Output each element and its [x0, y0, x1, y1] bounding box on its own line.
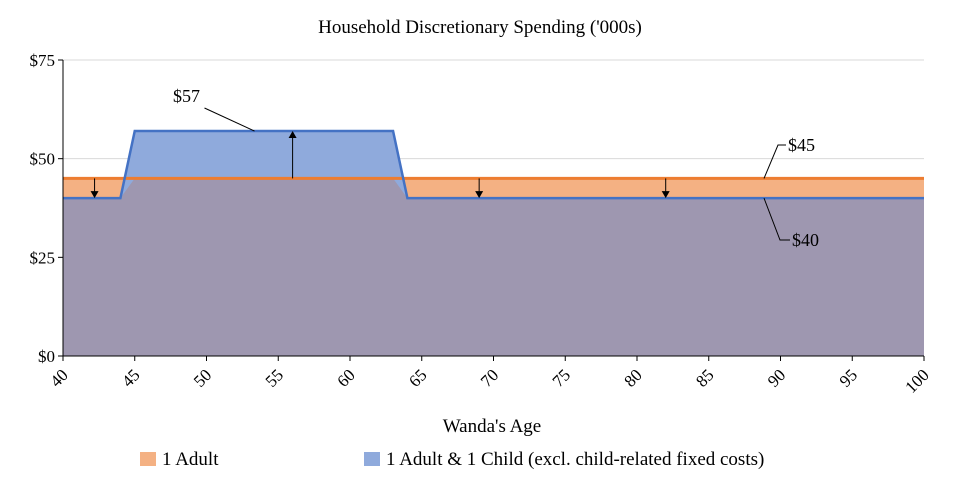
annotation-45: $45: [788, 135, 815, 155]
x-tick-label: 60: [333, 365, 358, 390]
x-tick-labels: 40 45 50 55 60 65 70 75 80 85 90 95 100: [46, 356, 933, 397]
legend: 1 Adult 1 Adult & 1 Child (excl. child-r…: [140, 449, 764, 470]
x-tick-label: 90: [764, 365, 789, 390]
y-tick-labels: $0 $25 $50 $75: [30, 51, 63, 366]
y-tick-label: $50: [30, 150, 56, 169]
x-tick-label: 75: [549, 365, 574, 390]
leader-57: [204, 107, 255, 132]
legend-swatch-1-adult: [140, 452, 156, 466]
line-adult-child: [63, 129, 924, 200]
y-tick-label: $75: [30, 51, 56, 70]
x-tick-label: 95: [836, 365, 861, 390]
x-tick-label: 40: [46, 365, 71, 390]
annotations: $57 $45 $40: [173, 86, 819, 250]
y-tick-label: $25: [30, 248, 56, 267]
leader-45: [763, 144, 786, 179]
leader-40: [763, 197, 790, 241]
annotation-57: $57: [173, 86, 200, 106]
x-tick-label: 45: [118, 365, 143, 390]
area-series: [63, 131, 924, 356]
y-tick-label: $0: [38, 347, 55, 366]
arrow-head: [661, 191, 670, 199]
x-tick-label: 85: [692, 365, 717, 390]
series-lines: [63, 129, 924, 200]
legend-label-1-adult: 1 Adult: [162, 449, 219, 470]
chart-title: Household Discretionary Spending ('000s): [318, 17, 642, 38]
x-tick-label: 50: [190, 365, 215, 390]
legend-swatch-adult-child: [364, 452, 380, 466]
change-arrows: [90, 131, 670, 199]
legend-label-adult-child: 1 Adult & 1 Child (excl. child-related f…: [386, 449, 764, 470]
area-overlap: [63, 178, 924, 356]
arrow-head: [475, 191, 484, 199]
x-tick-label: 55: [262, 365, 287, 390]
arrow-head: [288, 131, 297, 139]
x-axis-label: Wanda's Age: [443, 416, 541, 437]
arrow-head: [90, 191, 99, 199]
annotation-40: $40: [792, 230, 819, 250]
x-tick-label: 70: [477, 365, 502, 390]
x-tick-label: 65: [405, 365, 430, 390]
x-tick-label: 80: [620, 365, 645, 390]
x-tick-label: 100: [901, 365, 932, 396]
